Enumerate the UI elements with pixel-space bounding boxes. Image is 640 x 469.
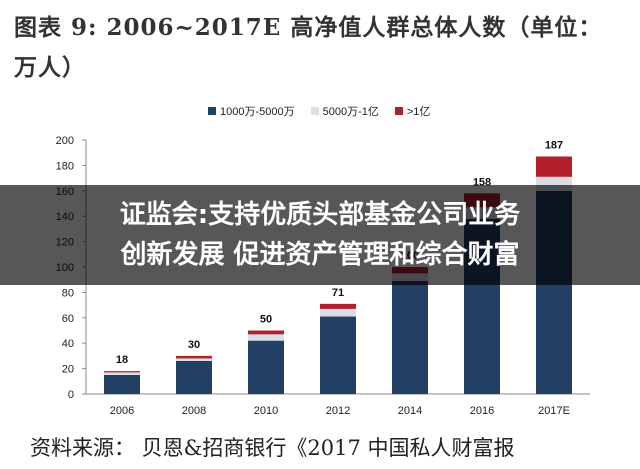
y-tick-label: 80 [62,287,74,299]
bar-segment-1 [248,340,284,394]
legend-label-2: 5000万-1亿 [322,106,379,118]
bar-segment-2 [176,358,212,361]
x-tick-label: 2006 [110,405,134,417]
bar-total-label: 18 [116,354,128,366]
bar-segment-2 [320,308,356,317]
source-note: 资料来源： 贝恩&招商银行《2017 中国私人财富报 [30,436,515,460]
legend-label-1: 1000万-5000万 [220,106,295,118]
y-tick-label: 60 [62,313,74,325]
x-tick-label: 2014 [398,405,422,417]
bar-segment-2 [104,372,140,375]
bar-segment-1 [320,316,356,394]
chart-title: 图表 9: 2006~2017E 高净值人群总体人数（单位：万人） [14,14,603,81]
bar-segment-3 [536,156,572,177]
y-tick-label: 200 [56,135,74,147]
bar-segment-3 [176,355,212,359]
legend-swatch-1 [208,107,216,115]
bar-segment-3 [104,371,140,373]
bar-total-label: 187 [545,140,563,152]
headline-line-2: 创新发展 促进资产管理和综合财富 [120,240,520,270]
x-tick-label: 2016 [470,405,494,417]
bar-segment-2 [248,334,284,341]
bar-total-label: 50 [260,314,272,326]
legend-item-3: >1亿 [394,103,431,119]
x-tick-label: 2010 [254,405,278,417]
legend-item-1: 1000万-5000万 [208,103,295,119]
bar-segment-3 [248,330,284,335]
headline-line-1: 证监会:支持优质头部基金公司业务 [119,200,521,230]
bar-segment-1 [392,280,428,394]
legend: 1000万-5000万 5000万-1亿 >1亿 [208,103,430,119]
x-tick-label: 2017E [538,405,570,417]
y-tick-label: 0 [68,389,74,401]
news-headline-banner: 证监会:支持优质头部基金公司业务 创新发展 促进资产管理和综合财富 [0,185,640,285]
y-tick-label: 20 [62,364,74,376]
bar-segment-3 [320,303,356,309]
y-tick-label: 40 [62,338,74,350]
y-tick-label: 180 [56,160,74,172]
legend-swatch-2 [310,107,319,115]
legend-item-2: 5000万-1亿 [310,103,379,119]
bar-segment-1 [176,360,212,394]
bar-segment-1 [104,374,140,394]
legend-label-3: >1亿 [406,106,431,118]
bar-total-label: 30 [188,339,200,351]
x-tick-label: 2008 [182,405,206,417]
legend-swatch-3 [394,107,403,115]
bar-total-label: 71 [332,287,344,299]
x-tick-label: 2012 [326,405,350,417]
